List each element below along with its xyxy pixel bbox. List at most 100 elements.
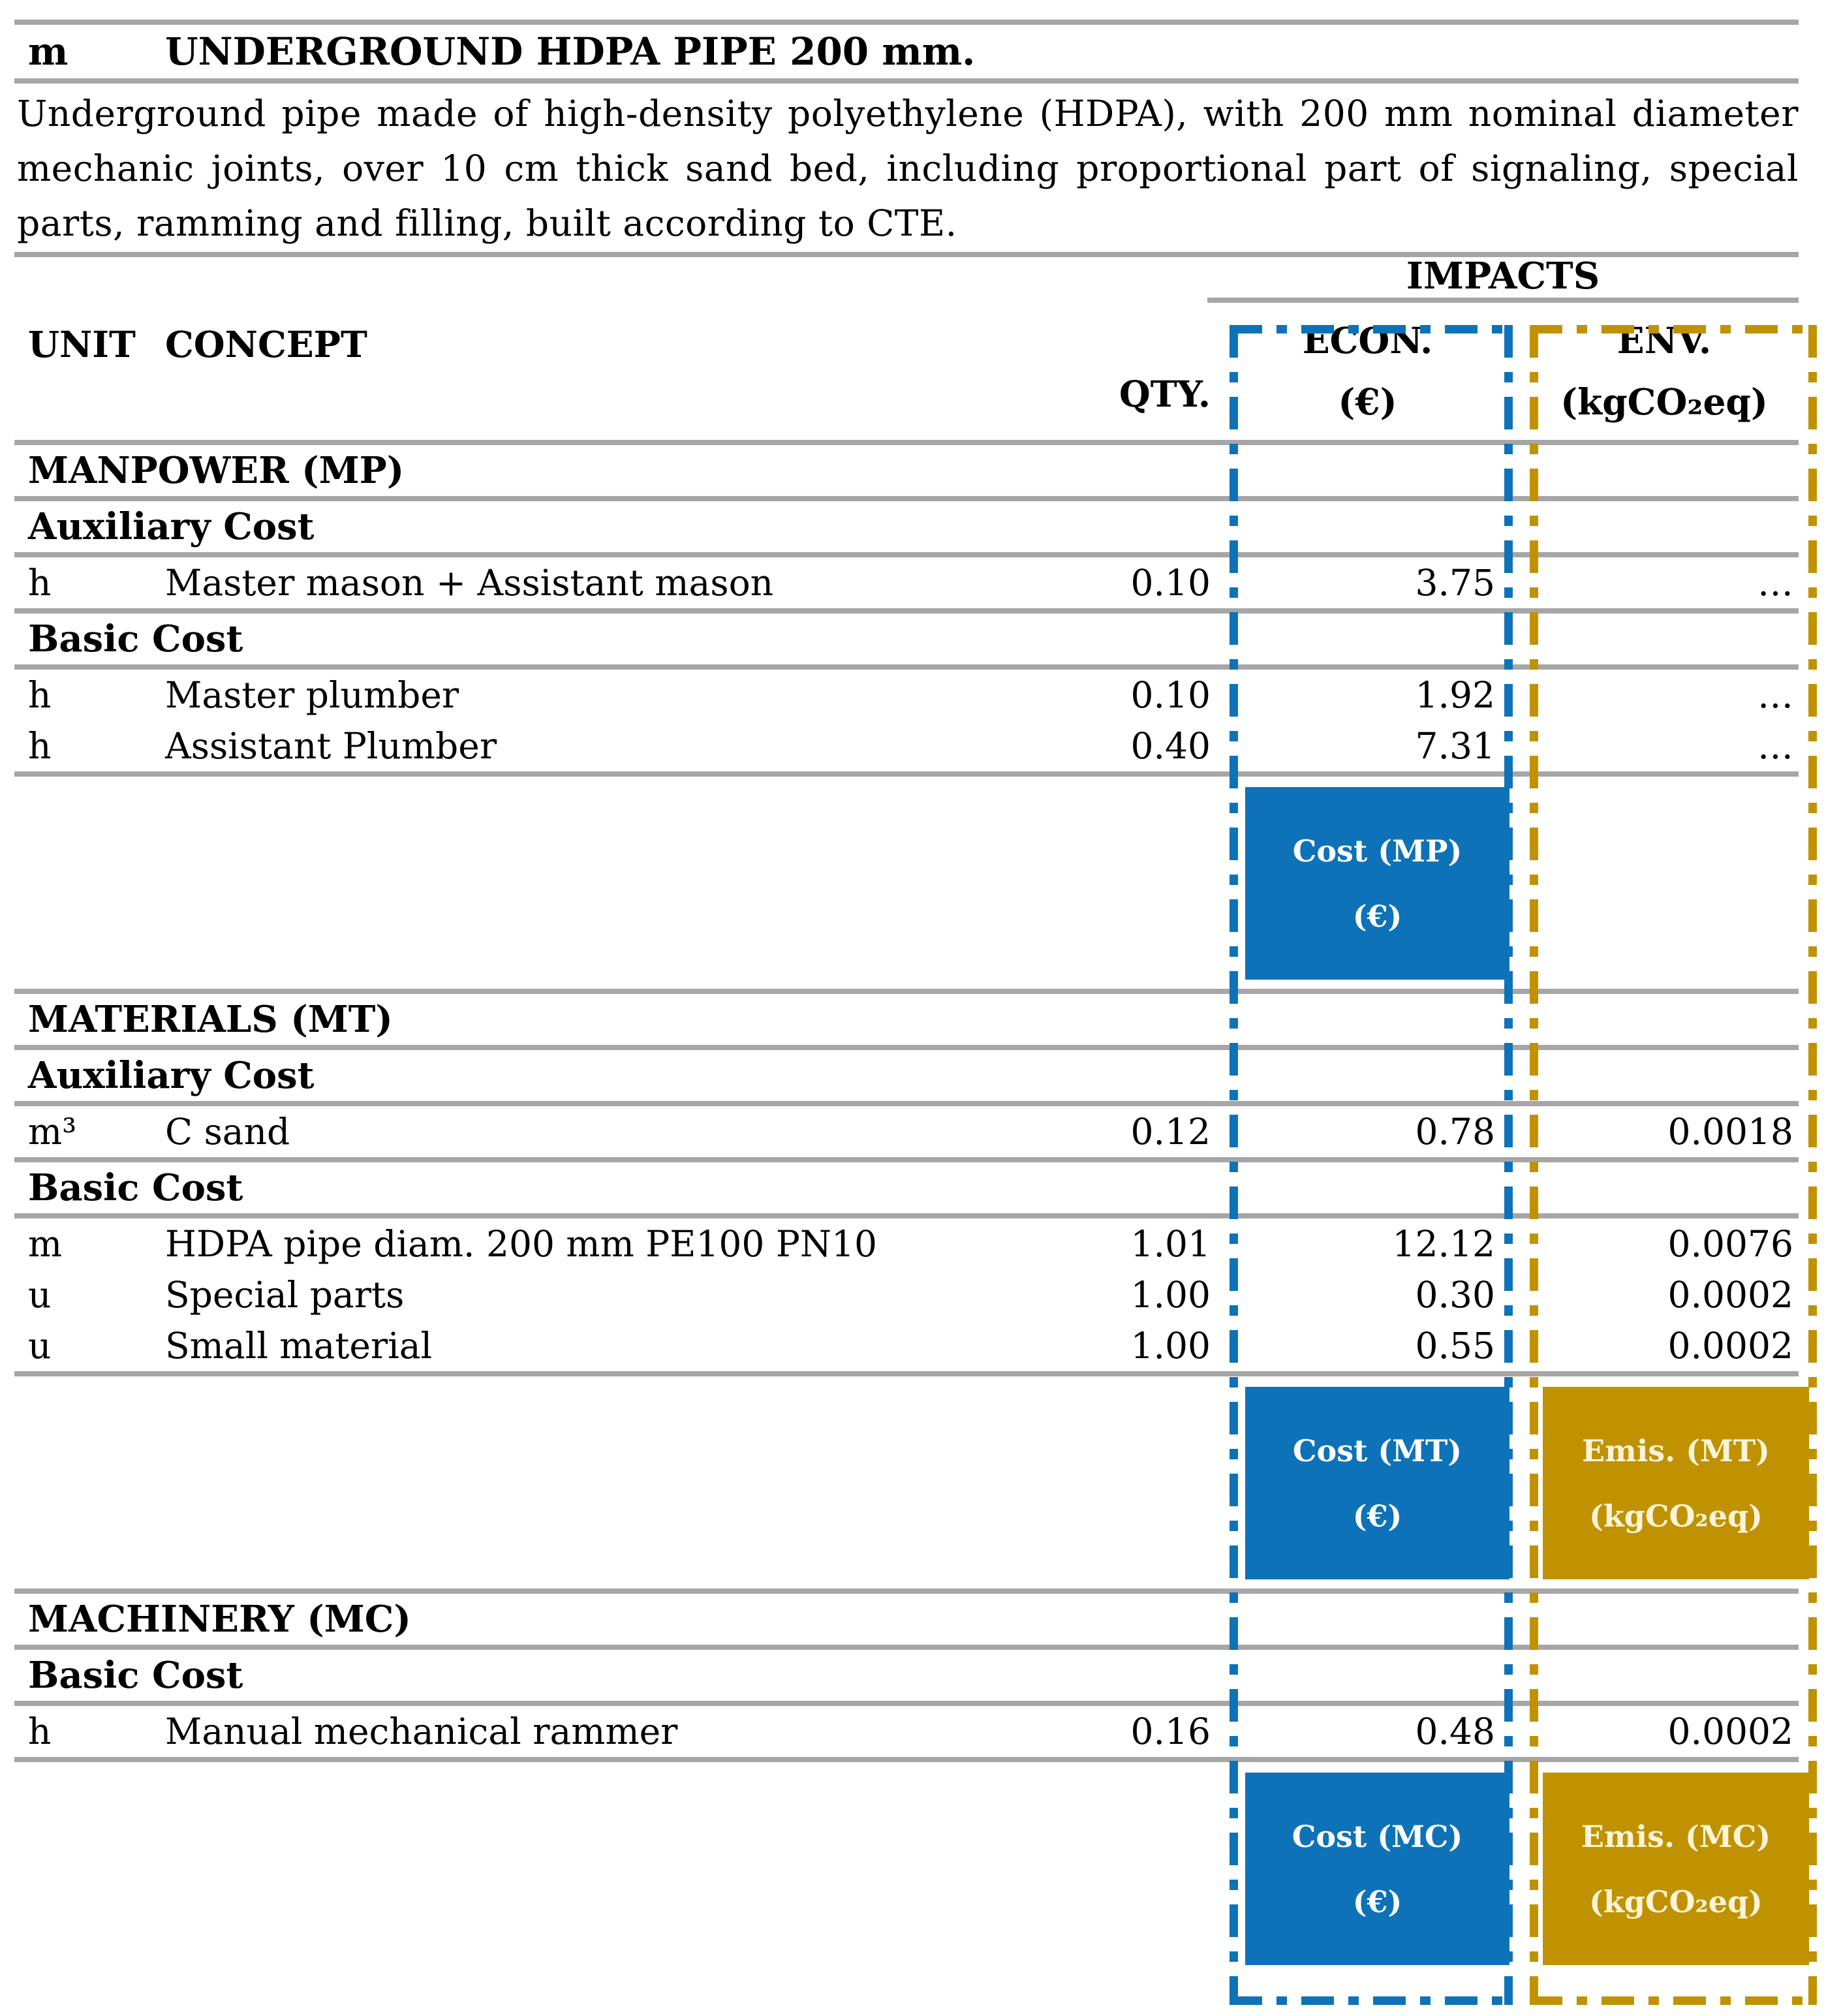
column-gap [1509,557,1530,608]
unit-cell: h [28,674,52,716]
column-gap [1211,1269,1226,1320]
title-unit-symbol: m [28,29,69,74]
concept-cell: Master plumber [165,674,459,716]
column-gap [1211,557,1226,608]
cost-summary-box: Cost (MT) (€) [1245,1387,1509,1579]
column-gap [1509,303,1530,440]
env-outline-right [1808,325,1817,2005]
group-label: Auxiliary Cost [28,1054,315,1097]
econ-header-unit: (€) [1338,380,1397,423]
column-gap [1211,670,1226,721]
unit-cost-sheet: m UNDERGROUND HDPA PIPE 200 mm. Undergro… [0,20,1826,2016]
column-gap [1211,1218,1226,1269]
group-label-row: Auxiliary Cost [14,501,1799,557]
concept-cell: Master mason + Assistant mason [165,562,774,604]
concept-cell: HDPA pipe diam. 200 mm PE100 PN10 [165,1223,877,1265]
table-body: MANPOWER (MP) Auxiliary Cost h Master mason… [14,445,1809,1974]
env-header-label: ENV. [1617,319,1712,362]
column-header-econ: ECON. (€) [1226,303,1509,440]
qty-cell: 1.00 [1130,1325,1211,1367]
cost-summary-label: Cost (MC) [1292,1818,1463,1854]
section-title-row: MANPOWER (MP) [14,445,1799,501]
env-value-cell: 0.0002 [1667,1325,1793,1367]
group-label-row: Auxiliary Cost [14,1050,1799,1106]
impacts-header: IMPACTS [1207,257,1799,303]
econ-value-cell: 0.78 [1415,1111,1495,1153]
column-gap [1509,670,1530,721]
cost-summary-unit: (€) [1352,1884,1402,1919]
table-row: h Manual mechanical rammer 0.16 0.48 0.0002 [14,1706,1799,1762]
column-gap [1509,1706,1530,1757]
table-row: h Master mason + Assistant mason 0.10 3.75… [14,557,1799,613]
group-label: Basic Cost [28,1166,243,1209]
emissions-summary-label: Emis. (MT) [1582,1433,1770,1468]
table-row: h Master plumber 0.10 1.92 … [14,670,1799,721]
unit-cell: m³ [28,1111,77,1153]
concept-cell: Assistant Plumber [165,725,497,767]
cost-summary-unit: (€) [1352,1498,1402,1534]
unit-cell: m [28,1223,63,1265]
env-value-cell: … [1757,562,1793,604]
column-gap [1211,1706,1226,1757]
section-title: MACHINERY (MC) [28,1598,411,1641]
column-header-env: ENV. (kgCO₂eq) [1530,303,1799,440]
column-gap [1509,1269,1530,1320]
qty-cell: 0.12 [1130,1111,1211,1153]
table-row: m HDPA pipe diam. 200 mm PE100 PN10 1.01 12… [14,1218,1799,1269]
cost-summary-label: Cost (MP) [1292,833,1462,869]
column-header-row: UNIT CONCEPT QTY. ECON. (€) ENV. (kgCO₂e… [14,303,1799,445]
page-title: UNDERGROUND HDPA PIPE 200 mm. [165,29,976,74]
concept-cell: Special parts [165,1274,405,1316]
concept-cell: Small material [165,1325,433,1367]
emissions-summary-unit: (kgCO₂eq) [1589,1498,1763,1534]
column-header-qty: QTY. [1119,373,1211,415]
emissions-summary-box: Emis. (MT) (kgCO₂eq) [1543,1387,1809,1579]
column-header-unit: UNIT [28,323,136,365]
econ-value-cell: 0.48 [1415,1711,1495,1752]
item-description: Underground pipe made of high-density po… [14,84,1799,257]
env-value-cell: 0.0002 [1667,1274,1793,1316]
unit-cell: h [28,562,52,604]
qty-cell: 1.01 [1130,1223,1211,1265]
column-gap [1211,1106,1226,1157]
emissions-summary-label: Emis. (MC) [1581,1818,1771,1854]
column-gap [1211,721,1226,771]
table-row: u Special parts 1.00 0.30 0.0002 [14,1269,1799,1320]
econ-header-label: ECON. [1302,319,1433,362]
econ-value-cell: 3.75 [1415,562,1495,604]
cost-summary-label: Cost (MT) [1292,1433,1462,1468]
qty-cell: 0.10 [1130,674,1211,716]
summary-box-row: Cost (MC) (€) Emis. (MC) (kgCO₂eq) [14,1762,1809,1974]
concept-cell: C sand [165,1111,290,1153]
env-value-cell: … [1757,725,1793,767]
qty-cell: 0.40 [1130,725,1211,767]
econ-value-cell: 1.92 [1415,674,1495,716]
econ-value-cell: 12.12 [1392,1223,1495,1265]
group-label-row: Basic Cost [14,613,1799,670]
qty-cell: 0.16 [1130,1711,1211,1752]
econ-outline-bottom [1230,1996,1513,2005]
section-title: MANPOWER (MP) [28,449,405,492]
cost-summary-unit: (€) [1352,898,1402,934]
env-value-cell: 0.0002 [1667,1711,1793,1752]
table-row: u Small material 1.00 0.55 0.0002 [14,1320,1799,1376]
group-label: Basic Cost [28,617,243,660]
column-gap [1509,1218,1530,1269]
summary-box-row: Cost (MP) (€) [14,777,1799,994]
column-gap [1509,721,1530,771]
cost-summary-box: Cost (MC) (€) [1245,1773,1509,1965]
group-label-row: Basic Cost [14,1162,1799,1218]
group-label: Basic Cost [28,1654,243,1697]
table-row: h Assistant Plumber 0.40 7.31… [14,721,1799,777]
emissions-summary-unit: (kgCO₂eq) [1589,1884,1763,1919]
title-row: m UNDERGROUND HDPA PIPE 200 mm. [14,20,1799,84]
concept-cell: Manual mechanical rammer [165,1711,678,1752]
env-value-cell: … [1757,674,1793,716]
unit-cell: h [28,1711,52,1752]
env-outline-bottom [1530,1996,1817,2005]
unit-cell: u [28,1325,52,1367]
column-gap [1509,1320,1530,1371]
qty-cell: 1.00 [1130,1274,1211,1316]
env-value-cell: 0.0076 [1667,1223,1793,1265]
impacts-header-row: IMPACTS [14,257,1799,303]
